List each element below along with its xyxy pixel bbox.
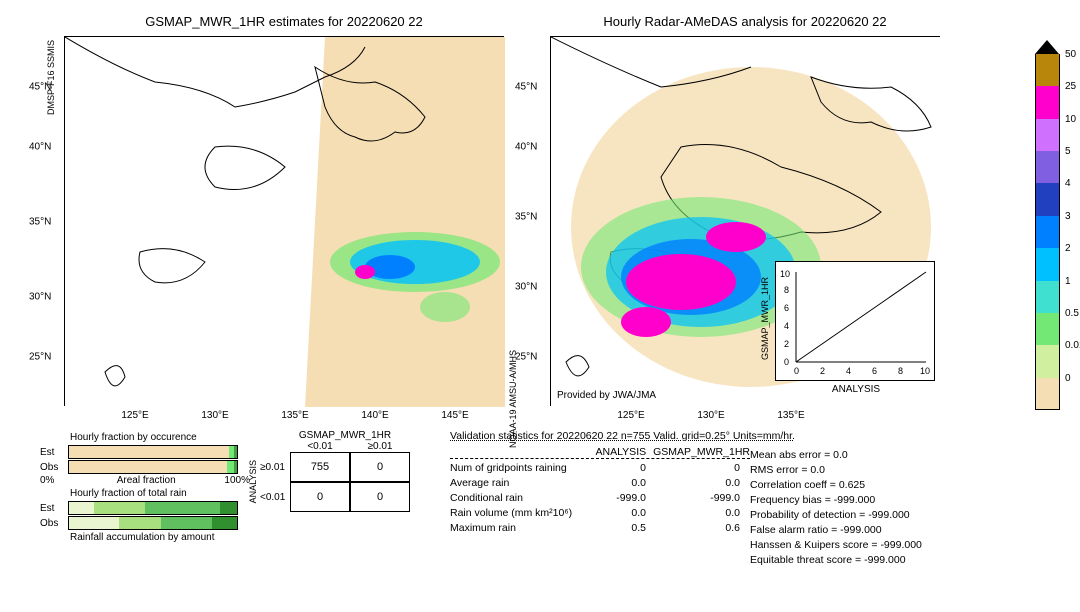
cb-tick: 2 [1065, 243, 1071, 254]
ytick: 40°N [29, 142, 51, 153]
ct-cell-00: 755 [290, 452, 350, 482]
left-map-title: GSMAP_MWR_1HR estimates for 20220620 22 [64, 14, 504, 29]
stats-metric: Equitable threat score = -999.000 [750, 554, 1060, 566]
inset-ylabel: GSMAP_MWR_1HR [760, 277, 770, 360]
svg-text:6: 6 [784, 303, 789, 313]
cb-tick: 3 [1065, 211, 1071, 222]
obs-label2: Obs [40, 518, 68, 529]
xtick: 140°E [361, 410, 388, 421]
ytick: 25°N [515, 352, 537, 363]
svg-text:4: 4 [846, 366, 851, 376]
stats-metric: Frequency bias = -999.000 [750, 494, 1060, 506]
x0: 0% [40, 475, 68, 486]
tot-est-bar [68, 501, 238, 515]
accum-title: Rainfall accumulation by amount [70, 532, 250, 543]
ct-row1: <0.01 [260, 492, 290, 503]
xtick: 125°E [121, 410, 148, 421]
cb-tick: 5 [1065, 146, 1071, 157]
stats-row: Maximum rain0.50.6 [450, 522, 750, 534]
cb-tick: 0.5 [1065, 308, 1079, 319]
right-map: 25°N 30°N 35°N 40°N 45°N 125°E 130°E 135… [550, 36, 940, 406]
cb-tick: 1 [1065, 276, 1071, 287]
svg-text:2: 2 [820, 366, 825, 376]
xtick: 130°E [201, 410, 228, 421]
validation-stats: Validation statistics for 20220620 22 n=… [450, 430, 1060, 569]
ytick: 25°N [29, 352, 51, 363]
stats-metric: Probability of detection = -999.000 [750, 509, 1060, 521]
stats-hdr-a: ANALYSIS [589, 446, 654, 458]
cb-tick: 25 [1065, 81, 1076, 92]
provided-label: Provided by JWA/JMA [557, 390, 656, 401]
svg-text:6: 6 [872, 366, 877, 376]
stats-row: Num of gridpoints raining00 [450, 462, 750, 474]
ct-cell-11: 0 [350, 482, 410, 512]
ct-col0: <0.01 [290, 441, 350, 452]
stats-row: Rain volume (mm km²10⁶)0.00.0 [450, 507, 750, 519]
ct-row0: ≥0.01 [260, 462, 290, 473]
xtick: 130°E [697, 410, 724, 421]
ct-cell-01: 0 [350, 452, 410, 482]
xtick: 135°E [281, 410, 308, 421]
inset-xlabel: ANALYSIS [776, 384, 936, 395]
svg-text:4: 4 [784, 321, 789, 331]
left-map: 25°N 30°N 35°N 40°N 45°N 125°E 130°E 135… [64, 36, 504, 406]
svg-text:10: 10 [920, 366, 930, 376]
stats-title: Validation statistics for 20220620 22 n=… [450, 430, 1060, 442]
xtick: 145°E [441, 410, 468, 421]
stats-metric: Correlation coeff = 0.625 [750, 479, 1060, 491]
svg-text:8: 8 [784, 285, 789, 295]
svg-text:8: 8 [898, 366, 903, 376]
x1: 100% [224, 475, 250, 486]
est-label2: Est [40, 503, 68, 514]
left-side-top: DMSP-F16 SSMIS [46, 40, 56, 115]
stats-hdr-b: GSMAP_MWR_1HR [653, 446, 750, 458]
occ-obs-bar [68, 460, 238, 474]
occ-est-bar [68, 445, 238, 459]
cb-tick: 50 [1065, 49, 1076, 60]
left-map-svg [65, 37, 505, 407]
areal-label: Areal fraction [68, 475, 224, 486]
stats-metric: Mean abs error = 0.0 [750, 449, 1060, 461]
svg-text:0: 0 [794, 366, 799, 376]
scatter-inset: 02 46 810 02 46 810 ANALYSIS GSMAP_MWR_1… [775, 261, 935, 381]
cb-tick: 4 [1065, 178, 1071, 189]
ct-title: GSMAP_MWR_1HR [260, 430, 430, 441]
stats-metric: Hanssen & Kuipers score = -999.000 [750, 539, 1060, 551]
ct-col1: ≥0.01 [350, 441, 410, 452]
stats-row: Average rain0.00.0 [450, 477, 750, 489]
obs-label: Obs [40, 462, 68, 473]
stats-row: Conditional rain-999.0-999.0 [450, 492, 750, 504]
colorbar: 502510543210.50.010 [1035, 40, 1060, 410]
ytick: 40°N [515, 142, 537, 153]
xtick: 125°E [617, 410, 644, 421]
ytick: 30°N [29, 292, 51, 303]
ytick: 35°N [515, 212, 537, 223]
cb-tick: 0.01 [1065, 340, 1080, 351]
stats-metric: RMS error = 0.0 [750, 464, 1060, 476]
svg-text:2: 2 [784, 339, 789, 349]
ytick: 30°N [515, 282, 537, 293]
svg-text:10: 10 [780, 269, 790, 279]
ct-cell-10: 0 [290, 482, 350, 512]
ytick: 45°N [515, 82, 537, 93]
ytick: 35°N [29, 217, 51, 228]
tot-obs-bar [68, 516, 238, 530]
ct-ylabel: ANALYSIS [248, 460, 258, 503]
right-map-title: Hourly Radar-AMeDAS analysis for 2022062… [550, 14, 940, 29]
contingency-table: GSMAP_MWR_1HR <0.01 ≥0.01 ≥0.01 <0.01 75… [260, 430, 430, 569]
est-label: Est [40, 447, 68, 458]
occ-title: Hourly fraction by occurence [70, 432, 250, 443]
stats-metric: False alarm ratio = -999.000 [750, 524, 1060, 536]
tot-title: Hourly fraction of total rain [70, 488, 250, 499]
cb-tick: 10 [1065, 114, 1076, 125]
fraction-bars: Hourly fraction by occurence Est Obs 0%A… [40, 430, 250, 569]
cb-tick: 0 [1065, 373, 1071, 384]
xtick: 135°E [777, 410, 804, 421]
svg-text:0: 0 [784, 357, 789, 367]
